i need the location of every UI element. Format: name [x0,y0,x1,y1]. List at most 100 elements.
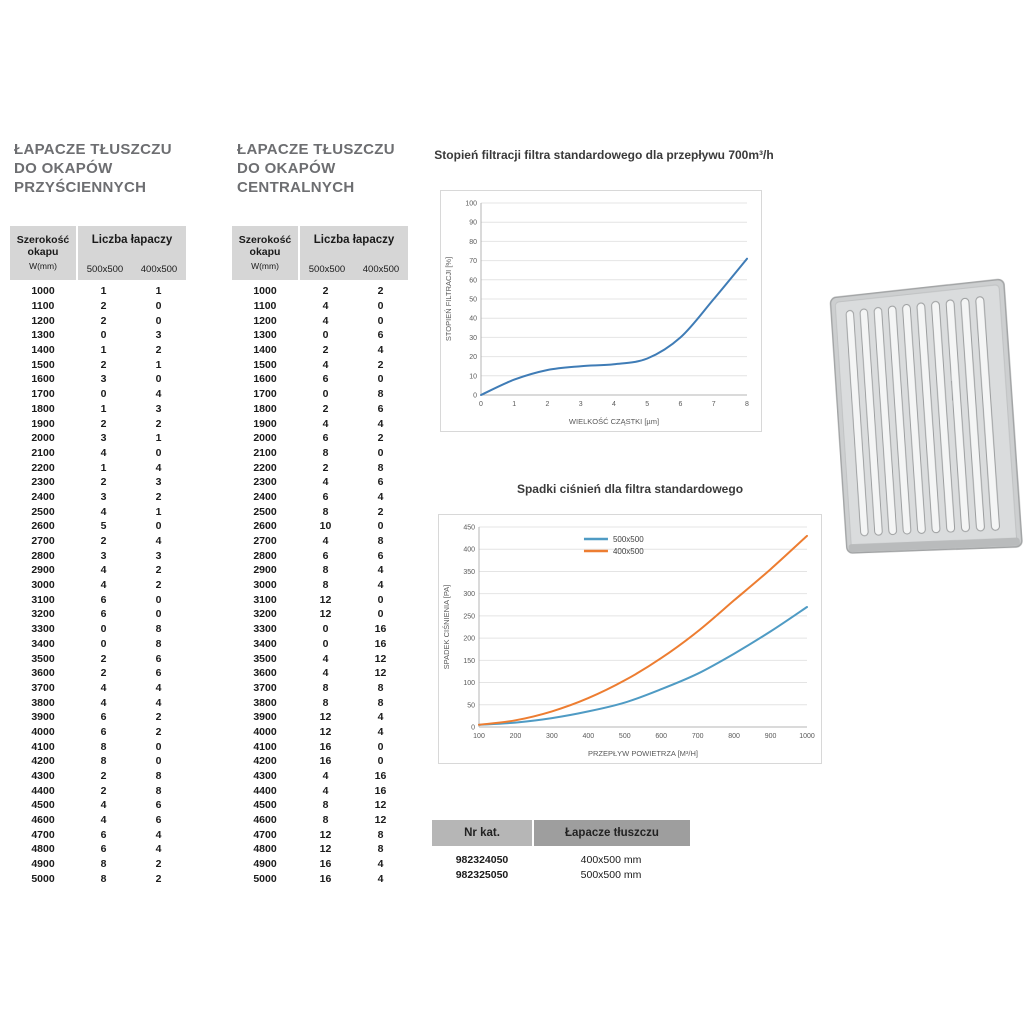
y-tick-label: 60 [469,277,477,284]
table-cell: 5000 [253,872,277,885]
table-cell: 1 [100,285,107,298]
table-cell: 1 [155,432,162,445]
y-tick-label: 300 [463,591,475,598]
y-tick-label: 10 [469,373,477,380]
table-row: 4800 6 4 [10,842,186,857]
table-row: 4100 8 0 [10,739,186,754]
table-cell: 4 [100,446,107,459]
table-cell: 2 [377,505,384,518]
header-text: Szerokość [16,234,70,246]
table-cell: 1200 [253,314,277,327]
table-cell: 2 [155,490,162,503]
x-tick-label: 800 [728,733,740,740]
table-cell: 1600 [253,373,277,386]
table-cell: 2400 [31,490,55,503]
table-cell: 4 [100,564,107,577]
title-line: ŁAPACZE TŁUSZCZU [237,141,395,158]
table-cell: 4 [322,667,329,680]
table-row: 3400 0 16 [232,637,408,652]
table-row: 5000 16 4 [232,872,408,887]
table-cell: 8 [377,843,384,856]
table-row: 1900 4 4 [232,416,408,431]
table-row: 1100 4 0 [232,299,408,314]
table-row: 2700 2 4 [10,534,186,549]
table-row: 4200 8 0 [10,754,186,769]
table-row: 3000 4 2 [10,578,186,593]
table-cell: 1000 [31,285,55,298]
table-cell: 4 [155,828,162,841]
table-row: 1500 4 2 [232,357,408,372]
table-row: 4400 4 16 [232,783,408,798]
header-text: W(mm) [29,261,57,271]
table-cell: 2300 [31,476,55,489]
table-cell: 4 [322,417,329,430]
table-cell: 8 [377,388,384,401]
table-cell: 3600 [253,667,277,680]
table-cell: 4 [377,564,384,577]
table-cell: 4 [155,681,162,694]
table-cell: 8 [377,461,384,474]
legend-label-400x500: 400x500 [613,547,644,556]
table-title-wall-hoods: ŁAPACZE TŁUSZCZU DO OKAPÓW PRZYŚCIENNYCH [14,140,172,197]
table-cell: 4 [377,579,384,592]
table-cell: 16 [319,740,332,753]
table-cell: 16 [374,784,387,797]
table-cell: 3200 [31,608,55,621]
table-row: 2800 3 3 [10,548,186,563]
table-cell: 2 [100,535,107,548]
catalog-table-body: 982324050 400x500 mm 982325050 500x500 mm [432,846,690,882]
table-cell: 982325050 [455,868,509,881]
table-cell: 2 [100,476,107,489]
table-cell: 2400 [253,490,277,503]
table-cell: 4 [100,696,107,709]
table-cell: 1 [155,358,162,371]
table-cell: 4 [100,579,107,592]
x-tick-label: 400 [582,733,594,740]
count-columns-header: Liczba łapaczy 500x500 400x500 [78,226,186,280]
table-cell: 3100 [253,593,277,606]
table-row: 3900 6 2 [10,710,186,725]
x-tick-label: 500 [619,733,631,740]
chart-line-500x500 [478,606,808,726]
y-tick-label: 100 [465,201,477,208]
table-cell: 3500 [253,652,277,665]
table-row: 1300 0 6 [232,328,408,343]
table-cell: 8 [322,564,329,577]
table-cell: 0 [155,593,162,606]
table-cell: 2 [100,784,107,797]
y-tick-label: 350 [463,569,475,576]
table-cell: 12 [374,814,387,827]
table-cell: 2 [155,725,162,738]
table-row: 1200 2 0 [10,313,186,328]
table-cell: 0 [377,300,384,313]
width-column-header: Szerokość okapu W(mm) [232,226,298,280]
table-cell: 4 [322,300,329,313]
table-cell: 8 [322,681,329,694]
table-row: 4000 12 4 [232,725,408,740]
table-cell: 8 [100,740,107,753]
table-cell: 6 [100,725,107,738]
table-cell: 1100 [253,300,277,313]
table-row: 3100 12 0 [232,592,408,607]
table-row: 4600 4 6 [10,813,186,828]
title-line: DO OKAPÓW [14,160,113,177]
table-cell: 12 [374,667,387,680]
x-tick-label: 300 [546,733,558,740]
table-cell: 16 [374,623,387,636]
column-header-400x500: 400x500 [140,264,178,275]
table-cell: 2 [155,858,162,871]
table-cell: 8 [377,535,384,548]
filtration-chart: 0 10 20 30 40 50 60 70 80 90 100 0 1 2 3 4 5 6 7 8 WIELKOŚĆ … [440,190,762,432]
table-cell: 0 [155,314,162,327]
table-cell: 1300 [253,329,277,342]
table-cell: 4500 [253,799,277,812]
table-cell: 2 [155,564,162,577]
table-cell: 4 [322,314,329,327]
table-row: 4500 4 6 [10,798,186,813]
wall-hoods-table: Szerokość okapu W(mm) Liczba łapaczy 500… [10,226,186,886]
table-cell: 8 [100,755,107,768]
table-cell: 10 [319,520,332,533]
y-tick-label: 80 [469,239,477,246]
table-cell: 982324050 [455,853,509,866]
table-cell: 4900 [253,858,277,871]
